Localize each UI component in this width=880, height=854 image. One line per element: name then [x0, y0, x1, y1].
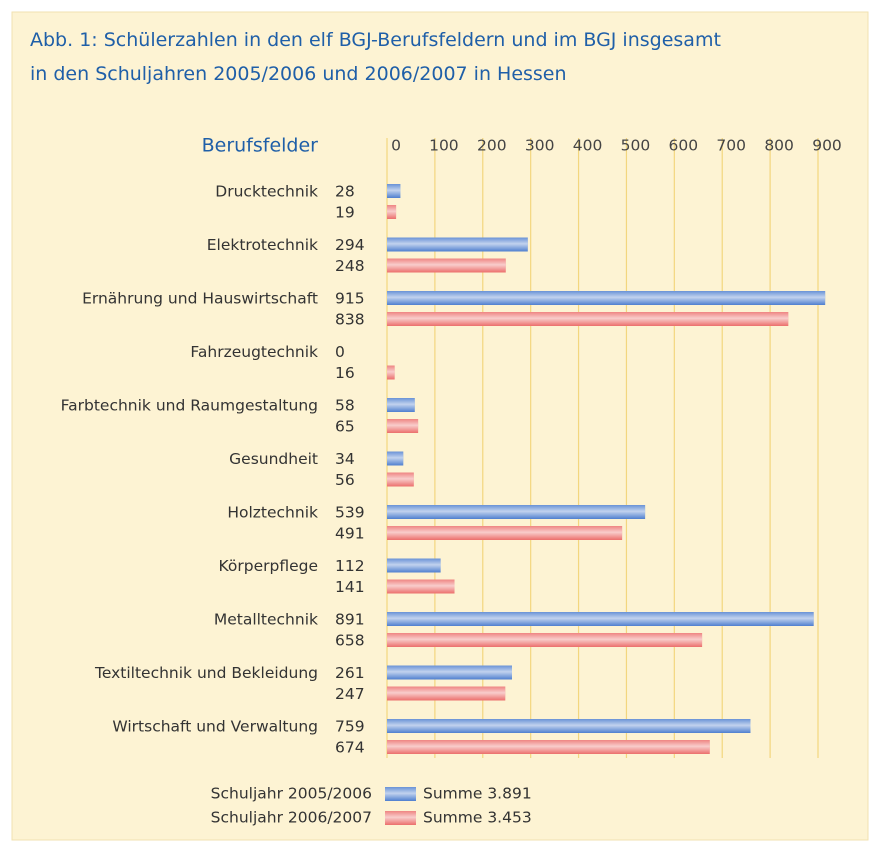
bar-shine: [387, 258, 506, 273]
bar-shine: [387, 633, 703, 647]
x-tick-label: 500: [621, 137, 651, 155]
data-label: 16: [335, 364, 355, 382]
bar-shine: [387, 312, 789, 326]
bar-shine: [387, 612, 814, 626]
bar-shine: [387, 472, 414, 487]
data-label: 28: [335, 183, 355, 201]
data-label: 141: [335, 578, 365, 596]
legend-sum: Summe 3.453: [423, 809, 532, 827]
bar-shine: [387, 205, 397, 219]
x-tick-label: 900: [812, 137, 842, 155]
bar-shine: [387, 579, 455, 594]
data-label: 58: [335, 397, 355, 415]
x-tick-label: 300: [525, 137, 555, 155]
data-label: 491: [335, 525, 365, 543]
data-label: 891: [335, 611, 365, 629]
chart-title: Abb. 1: Schülerzahlen in den elf BGJ-Ber…: [30, 29, 721, 51]
data-label: 112: [335, 557, 365, 575]
y-tick-label: Körperpflege: [218, 557, 318, 575]
axis-title: Berufsfelder: [202, 135, 319, 157]
data-label: 759: [335, 718, 365, 736]
bar-shine: [387, 365, 395, 380]
legend-sum: Summe 3.891: [423, 785, 532, 803]
legend-label: Schuljahr 2005/2006: [211, 785, 372, 803]
data-label: 915: [335, 290, 365, 308]
y-tick-label: Farbtechnik und Raumgestaltung: [61, 397, 318, 415]
bar-shine: [387, 237, 528, 252]
data-label: 294: [335, 236, 365, 254]
bar-shine: [387, 665, 512, 680]
x-tick-label: 200: [477, 137, 507, 155]
y-tick-label: Drucktechnik: [215, 183, 318, 201]
data-label: 658: [335, 632, 365, 650]
data-label: 34: [335, 450, 355, 468]
data-label: 261: [335, 664, 365, 682]
panel: [11, 11, 869, 841]
bar-shine: [387, 686, 506, 701]
y-tick-label: Gesundheit: [229, 450, 318, 468]
bar-shine: [387, 505, 646, 519]
legend-shine: [385, 811, 416, 825]
bar-shine: [387, 740, 710, 754]
data-label: 674: [335, 739, 365, 757]
data-label: 248: [335, 257, 365, 275]
y-tick-label: Textiltechnik und Bekleidung: [94, 664, 318, 682]
data-label: 19: [335, 204, 355, 222]
bar-shine: [387, 719, 751, 733]
legend-shine: [385, 787, 416, 801]
data-label: 65: [335, 418, 355, 436]
y-tick-label: Fahrzeugtechnik: [190, 343, 318, 361]
bar-shine: [387, 558, 441, 573]
legend-label: Schuljahr 2006/2007: [211, 809, 372, 827]
y-tick-label: Metalltechnik: [214, 611, 318, 629]
y-tick-label: Elektrotechnik: [207, 236, 318, 254]
y-tick-label: Ernährung und Hauswirtschaft: [82, 290, 318, 308]
data-label: 56: [335, 471, 355, 489]
x-tick-label: 400: [573, 137, 603, 155]
bar-shine: [387, 526, 623, 540]
y-tick-label: Holztechnik: [227, 504, 318, 522]
bar-shine: [387, 451, 404, 466]
y-tick-label: Wirtschaft und Verwaltung: [112, 718, 318, 736]
x-tick-label: 100: [429, 137, 459, 155]
x-tick-label: 600: [669, 137, 699, 155]
data-label: 539: [335, 504, 365, 522]
bar-shine: [387, 291, 826, 305]
x-tick-label: 700: [716, 137, 746, 155]
x-tick-label: 0: [391, 137, 401, 155]
bar-shine: [387, 398, 415, 412]
data-label: 838: [335, 311, 365, 329]
data-label: 247: [335, 685, 365, 703]
data-label: 0: [335, 343, 345, 361]
x-tick-label: 800: [764, 137, 794, 155]
chart-title: in den Schuljahren 2005/2006 und 2006/20…: [30, 63, 567, 85]
bar-shine: [387, 419, 419, 433]
bar-shine: [387, 184, 401, 198]
